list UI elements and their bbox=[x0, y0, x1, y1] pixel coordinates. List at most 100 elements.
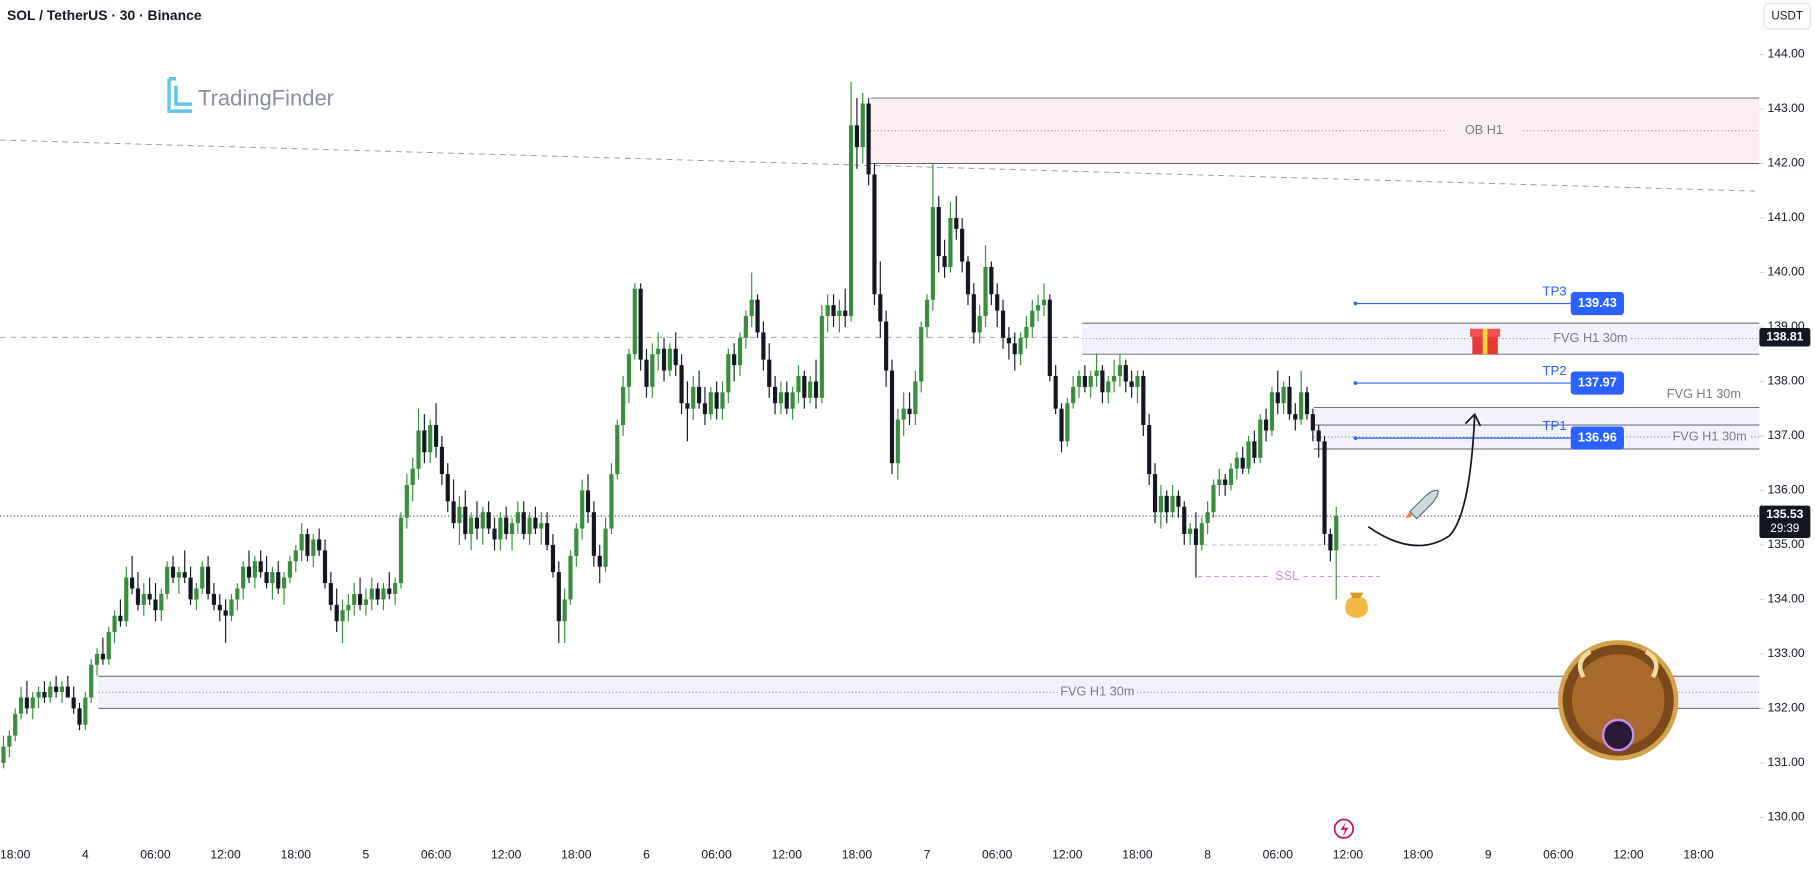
candle-body bbox=[702, 403, 708, 415]
x-tick-label: 06:00 bbox=[1263, 848, 1294, 862]
candle-body bbox=[1129, 381, 1134, 387]
brand-name: TradingFinder bbox=[198, 85, 334, 110]
candle-body bbox=[194, 588, 199, 600]
target-value: 139.43 bbox=[1578, 295, 1617, 310]
candle-body bbox=[398, 517, 404, 584]
candle-body bbox=[837, 310, 842, 317]
candle-body bbox=[755, 299, 760, 333]
candle-body bbox=[1228, 468, 1234, 485]
candle-body bbox=[474, 517, 480, 529]
candle-body bbox=[632, 288, 637, 355]
y-tick-label: 135.00 bbox=[1767, 537, 1804, 551]
candle-body bbox=[1059, 408, 1064, 442]
annotation-layer: OB H1 FVG H1 30m FVG H1 30m FVG H1 30m FVG H… bbox=[1057, 122, 1749, 700]
candle-body bbox=[1246, 441, 1251, 469]
projection-arrow bbox=[1367, 415, 1476, 547]
x-tick-label: 18:00 bbox=[281, 848, 312, 862]
candle-body bbox=[983, 267, 988, 317]
candle-body bbox=[375, 588, 380, 600]
candle-body bbox=[1287, 386, 1292, 415]
candle-body bbox=[621, 386, 626, 426]
x-tick-label: 06:00 bbox=[701, 848, 732, 862]
candle-body bbox=[1135, 375, 1140, 387]
candle-body bbox=[1000, 310, 1006, 338]
candle-body bbox=[685, 403, 690, 409]
candle-body bbox=[428, 425, 433, 453]
icon-ring bbox=[1333, 818, 1354, 839]
candle-body bbox=[246, 566, 252, 578]
candle-body bbox=[527, 517, 532, 535]
x-tick-label: 12:00 bbox=[1333, 848, 1364, 862]
x-tick-label: 5 bbox=[363, 848, 370, 862]
candle-body bbox=[1152, 474, 1158, 513]
x-tick-label: 06:00 bbox=[140, 848, 171, 862]
y-tick-label: 137.00 bbox=[1767, 428, 1804, 442]
candle-body bbox=[895, 419, 900, 464]
candle-body bbox=[872, 174, 877, 295]
x-tick-label: 12:00 bbox=[1052, 848, 1083, 862]
money-bag-icon bbox=[1345, 592, 1368, 619]
zone-label: FVG H1 30m bbox=[1060, 684, 1134, 699]
candle-body bbox=[1275, 392, 1280, 404]
x-tick-label: 18:00 bbox=[0, 848, 31, 862]
rocket-flame bbox=[1405, 511, 1413, 519]
candle-body bbox=[1088, 375, 1093, 387]
candle-body bbox=[615, 425, 620, 475]
candle-body bbox=[346, 604, 351, 611]
candle-body bbox=[913, 381, 918, 415]
candle-body bbox=[404, 484, 409, 518]
candle-body bbox=[48, 686, 53, 698]
candle-body bbox=[1164, 495, 1169, 513]
candle-body bbox=[901, 408, 906, 420]
x-tick-label: 8 bbox=[1204, 848, 1211, 862]
candle-body bbox=[322, 550, 328, 584]
candle-body bbox=[796, 375, 801, 393]
candle-body bbox=[1293, 414, 1298, 420]
time-axis-panel bbox=[0, 840, 1815, 871]
x-tick-label: 7 bbox=[924, 848, 931, 862]
zone-label-bg bbox=[1444, 123, 1524, 138]
symbol-title: SOL / TetherUS · 30 · Binance bbox=[7, 7, 202, 23]
candle-body bbox=[539, 523, 544, 529]
y-tick-label: 130.00 bbox=[1767, 810, 1804, 824]
candle-body bbox=[270, 572, 275, 584]
candle-body bbox=[825, 305, 830, 317]
candle-body bbox=[603, 528, 608, 567]
candle-body bbox=[188, 577, 193, 600]
candle-body bbox=[1047, 299, 1052, 376]
candle-body bbox=[773, 386, 778, 404]
candle-body bbox=[1304, 392, 1310, 415]
candle-body bbox=[854, 125, 860, 148]
candle-body bbox=[790, 392, 795, 409]
candle-body bbox=[299, 534, 304, 551]
candle-body bbox=[638, 288, 643, 360]
x-tick-label: 12:00 bbox=[772, 848, 803, 862]
candle-body bbox=[492, 528, 497, 540]
zones-layer bbox=[0, 97, 1760, 709]
candle-body bbox=[1316, 430, 1321, 442]
candle-body bbox=[948, 217, 953, 268]
candle-body bbox=[1199, 523, 1204, 545]
candle-body bbox=[813, 381, 819, 398]
current-tag bbox=[1759, 505, 1811, 539]
candle-body bbox=[515, 512, 520, 524]
zone-label: FVG H1 30m bbox=[1553, 330, 1627, 345]
candle-body bbox=[954, 217, 959, 229]
candle-body bbox=[819, 316, 824, 398]
x-tick-label: 18:00 bbox=[1403, 848, 1434, 862]
candle-body bbox=[889, 370, 895, 464]
candle-body bbox=[1217, 479, 1222, 485]
candle-body bbox=[200, 566, 205, 589]
y-tick-label: 141.00 bbox=[1767, 210, 1804, 224]
y-tick-label: 131.00 bbox=[1767, 755, 1804, 769]
candle-body bbox=[293, 550, 298, 562]
candle-body bbox=[451, 501, 456, 524]
candle-body bbox=[930, 207, 935, 300]
currency-button[interactable] bbox=[1763, 2, 1811, 30]
candle-body bbox=[650, 354, 655, 387]
zone-label-bg bbox=[1670, 430, 1749, 444]
candle-body bbox=[936, 207, 941, 257]
candle-body bbox=[1182, 506, 1187, 535]
candle-body bbox=[235, 588, 240, 600]
